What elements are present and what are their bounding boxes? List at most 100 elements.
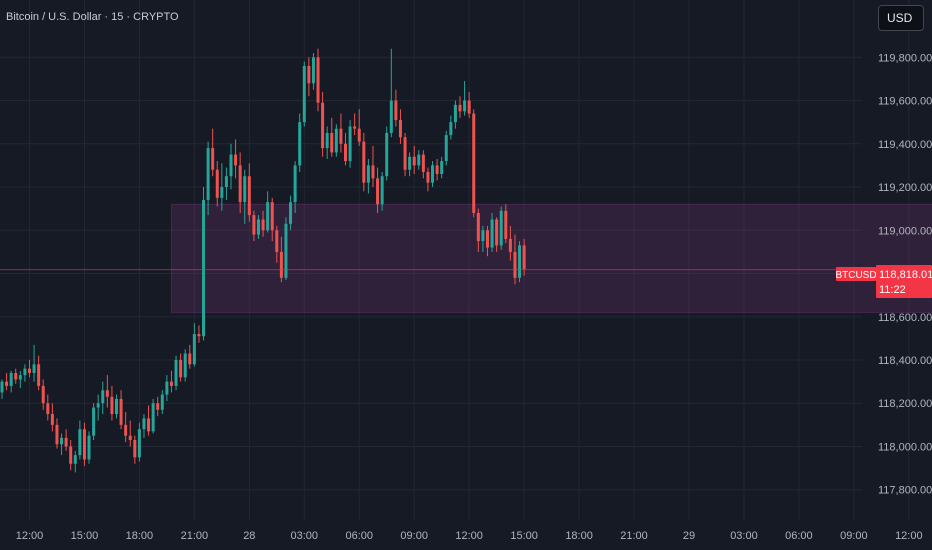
candle-body xyxy=(513,251,517,278)
candle xyxy=(169,370,173,393)
candle-body xyxy=(307,65,311,84)
candle xyxy=(449,115,453,140)
candle xyxy=(220,163,224,211)
price-axis[interactable]: 119,800.00 119,600.00 119,400.00 119,200.00… xyxy=(878,52,932,496)
candle-body xyxy=(330,132,334,153)
candle xyxy=(412,145,416,175)
candle-body xyxy=(128,435,132,440)
candle xyxy=(23,364,27,382)
y-tick-label: 119,800.00 xyxy=(878,52,932,64)
candle xyxy=(64,429,68,451)
candle xyxy=(371,145,375,188)
candle-body xyxy=(385,132,389,177)
candle-body xyxy=(490,219,494,248)
candle-body xyxy=(247,176,251,216)
candle xyxy=(321,91,325,157)
candle xyxy=(160,390,164,415)
candle-body xyxy=(151,403,155,432)
candle xyxy=(14,368,18,384)
candle-body xyxy=(435,165,439,175)
candle xyxy=(9,370,13,393)
candle xyxy=(325,126,329,159)
candle xyxy=(128,420,132,447)
candle-body xyxy=(234,154,238,166)
time-axis[interactable]: 12:00 15:00 18:00 21:00 28 03:00 06:00 09:00 12:… xyxy=(16,530,932,542)
candle-body xyxy=(174,360,178,386)
candle xyxy=(261,210,265,237)
candle-body xyxy=(9,372,13,386)
candle xyxy=(440,156,444,179)
currency-button[interactable]: USD xyxy=(878,5,924,31)
candle-body xyxy=(463,100,467,112)
candle xyxy=(403,132,407,177)
candle-body xyxy=(476,212,480,242)
candle xyxy=(119,390,123,430)
candle xyxy=(41,379,45,410)
candle-body xyxy=(92,407,96,436)
candle-body xyxy=(60,437,64,445)
x-tick-label: 21:00 xyxy=(181,530,209,542)
x-tick-label: 28 xyxy=(243,530,255,542)
candle xyxy=(124,411,128,443)
candle xyxy=(78,420,82,460)
candle xyxy=(215,161,219,207)
candle-body xyxy=(421,154,425,172)
candle-body xyxy=(339,128,343,144)
last-price-label: 118,818.01 xyxy=(879,269,932,281)
candle xyxy=(202,187,206,341)
candle-body xyxy=(472,113,476,213)
candle xyxy=(188,344,192,369)
candle xyxy=(344,132,347,166)
candle xyxy=(165,375,169,402)
candle xyxy=(87,431,91,464)
candle-body xyxy=(311,57,315,84)
candle xyxy=(289,195,293,231)
candle-body xyxy=(398,120,402,138)
y-tick-label: 118,400.00 xyxy=(878,355,932,367)
candle-body xyxy=(485,230,489,248)
candle xyxy=(183,349,187,382)
candle xyxy=(394,89,398,127)
candle xyxy=(389,48,393,138)
candle-body xyxy=(188,353,192,365)
candle-body xyxy=(160,394,164,410)
candle-body xyxy=(376,178,380,205)
supply-demand-zone xyxy=(170,203,932,313)
candle-body xyxy=(243,176,247,203)
candle xyxy=(476,208,480,252)
candle-body xyxy=(73,455,77,464)
candle-body xyxy=(0,381,4,393)
candle xyxy=(234,139,238,179)
candle xyxy=(247,163,251,222)
candle-body xyxy=(96,403,100,408)
candle xyxy=(238,152,242,213)
candle xyxy=(385,126,389,181)
candle xyxy=(197,325,201,343)
candle xyxy=(133,435,137,464)
candle xyxy=(147,405,151,436)
candle xyxy=(50,403,54,432)
candle-body xyxy=(229,154,233,177)
candle-body xyxy=(298,122,302,166)
candle-body xyxy=(293,165,297,203)
candle-body xyxy=(82,429,86,460)
candle-body xyxy=(252,215,256,235)
candle-body xyxy=(215,169,219,198)
candle-body xyxy=(357,128,361,142)
candle xyxy=(82,422,86,466)
y-tick-label: 119,400.00 xyxy=(878,139,932,151)
candle-body xyxy=(289,202,293,224)
candle-body xyxy=(389,100,393,133)
candle xyxy=(398,109,402,144)
candle xyxy=(431,161,435,188)
candle-body xyxy=(426,171,430,183)
candle-body xyxy=(362,141,366,183)
candle-body xyxy=(325,132,329,149)
candle-body xyxy=(87,435,91,460)
candle-body xyxy=(220,187,224,198)
candle xyxy=(348,120,352,168)
candle-body xyxy=(133,440,137,458)
x-tick-label: 12:00 xyxy=(895,530,923,542)
candle xyxy=(96,394,100,421)
